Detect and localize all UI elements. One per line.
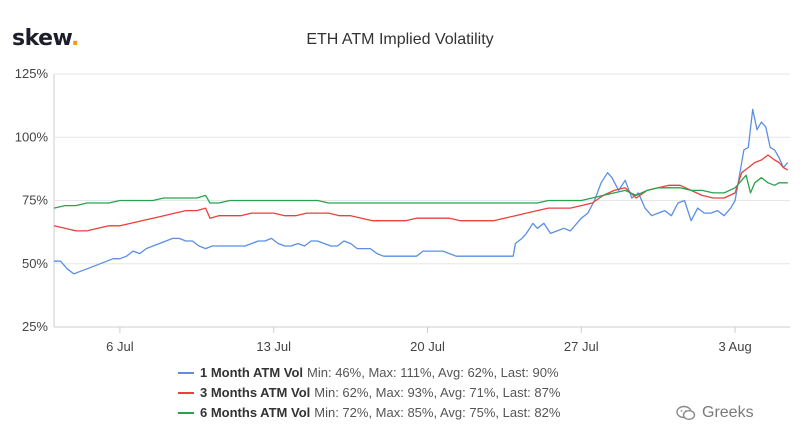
y-tick-label: 25% [22,319,48,334]
legend-item-6m[interactable]: 6 Months ATM Vol Min: 72%, Max: 85%, Avg… [178,403,560,423]
legend-name-3m: 3 Months ATM Vol [200,385,311,400]
series-line-3m [53,154,789,232]
x-tick-label: 27 Jul [564,339,599,354]
x-tick-label: 13 Jul [256,339,291,354]
watermark-text: Greeks [702,404,754,421]
legend-item-1m[interactable]: 1 Month ATM Vol Min: 46%, Max: 111%, Avg… [178,363,560,383]
legend-swatch-6m [178,412,194,414]
legend-name-6m: 6 Months ATM Vol [200,405,311,420]
legend-stats-6m: Min: 72%, Max: 85%, Avg: 75%, Last: 82% [314,405,561,420]
wechat-icon [676,405,696,421]
legend-name-1m: 1 Month ATM Vol [200,365,304,380]
legend-stats-1m: Min: 46%, Max: 111%, Avg: 62%, Last: 90% [307,365,559,380]
skew-logo: skew. [12,26,79,51]
series-line-6m [53,174,788,209]
x-tick-label: 6 Jul [106,339,134,354]
legend-item-3m[interactable]: 3 Months ATM Vol Min: 62%, Max: 93%, Avg… [178,383,560,403]
x-tick-label: 3 Aug [718,339,751,354]
y-tick-label: 125% [15,66,49,81]
legend-swatch-1m [178,372,194,374]
grid-layer [53,73,790,328]
legend: 1 Month ATM Vol Min: 46%, Max: 111%, Avg… [178,363,560,423]
logo-text: skew [12,26,71,51]
chart-title: ETH ATM Implied Volatility [306,31,494,48]
tick-layer: 25% 50% 75% 100% 125% 6 Jul 13 Jul 20 Jul 27 Jul… [15,66,752,354]
logo-dot: . [70,26,79,51]
series-line-1m [54,108,789,275]
series-layer [53,108,789,275]
y-tick-label: 50% [22,256,48,271]
x-tick-label: 20 Jul [410,339,445,354]
y-tick-label: 100% [15,129,49,144]
watermark: Greeks [676,404,754,422]
y-tick-label: 75% [22,193,48,208]
legend-swatch-3m [178,392,194,394]
legend-stats-3m: Min: 62%, Max: 93%, Avg: 71%, Last: 87% [314,385,561,400]
